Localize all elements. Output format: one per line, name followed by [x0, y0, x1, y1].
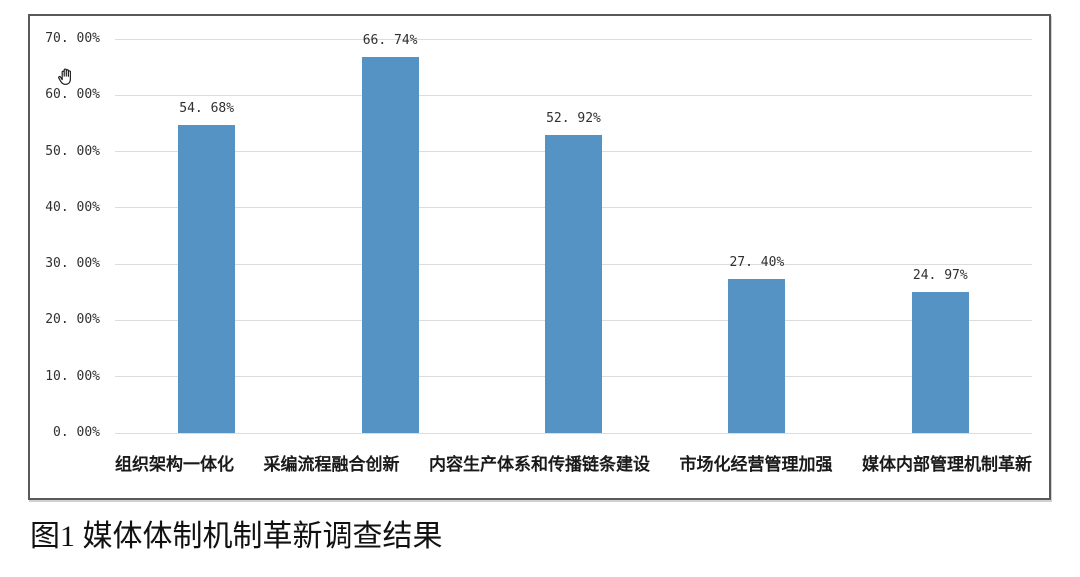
bar-value-label: 27. 40% [729, 254, 785, 270]
bar [728, 278, 786, 433]
plot-area: 54. 68% 66. 74% 52. 92% 27. 40% 24. 97% [115, 34, 1032, 434]
category-label: 组织架构一体化 [115, 455, 234, 474]
y-tick-label: 0. 00% [53, 425, 100, 440]
y-tick-label: 40. 00% [45, 199, 100, 215]
bar [361, 57, 419, 433]
bar-value-label: 66. 74% [362, 33, 418, 49]
gridline [115, 94, 1032, 96]
category-label: 内容生产体系和传播链条建设 [429, 455, 650, 474]
figure-caption: 图1 媒体体制机制革新调查结果 [30, 520, 443, 553]
bar [545, 135, 602, 433]
bar [911, 292, 969, 433]
category-label: 采编流程融合创新 [263, 455, 400, 474]
y-tick-label: 20. 00% [45, 312, 100, 328]
y-tick-label: 60. 00% [45, 87, 100, 103]
category-label: 媒体内部管理机制革新 [862, 455, 1032, 474]
bar-value-label: 24. 97% [912, 268, 968, 284]
x-axis: 组织架构一体化 采编流程融合创新 内容生产体系和传播链条建设 市场化经营管理加强 媒体内… [115, 456, 1032, 473]
y-tick-label: 70. 00% [45, 31, 100, 46]
gridline [115, 432, 1032, 434]
y-tick-label: 30. 00% [45, 256, 100, 272]
gridline [115, 38, 1032, 40]
y-tick-label: 50. 00% [45, 143, 100, 159]
category-label: 市场化经营管理加强 [679, 455, 833, 474]
bar [178, 125, 236, 433]
bar-value-label: 52. 92% [546, 111, 601, 127]
bar-value-label: 54. 68% [179, 101, 235, 117]
y-tick-label: 10. 00% [45, 368, 100, 384]
chart-area[interactable]: 54. 68% 66. 74% 52. 92% 27. 40% 24. 97% 0. 0… [28, 14, 1051, 500]
